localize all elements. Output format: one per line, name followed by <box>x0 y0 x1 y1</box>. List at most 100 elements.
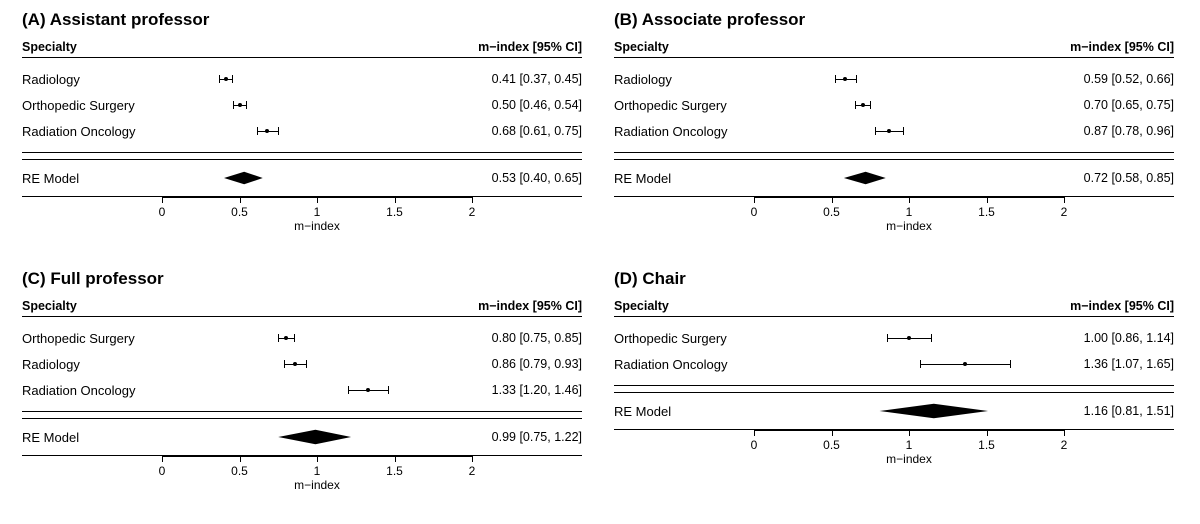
row-label: Orthopedic Surgery <box>22 331 162 346</box>
re-model-block: RE Model 0.99 [0.75, 1.22] <box>22 418 582 456</box>
row-value: 0.50 [0.46, 0.54] <box>472 98 582 112</box>
axis-tick-label: 2 <box>469 464 476 478</box>
panel-title: (A) Assistant professor <box>22 10 582 30</box>
row-label: Radiation Oncology <box>22 383 162 398</box>
forest-row: Radiation Oncology 1.36 [1.07, 1.65] <box>614 351 1174 377</box>
header-left: Specialty <box>614 40 669 54</box>
axis-tick-label: 2 <box>1061 438 1068 452</box>
row-label: Orthopedic Surgery <box>22 98 162 113</box>
row-label: Orthopedic Surgery <box>614 98 754 113</box>
forest-row: Orthopedic Surgery1.00 [0.86, 1.14] <box>614 325 1174 351</box>
re-label: RE Model <box>614 404 754 419</box>
row-label: Radiology <box>22 357 162 372</box>
re-label: RE Model <box>22 171 162 186</box>
header-right: m−index [95% CI] <box>1070 40 1174 54</box>
row-plot <box>754 66 1064 92</box>
row-value: 0.68 [0.61, 0.75] <box>472 124 582 138</box>
re-model-block: RE Model 1.16 [0.81, 1.51] <box>614 392 1174 430</box>
header-left: Specialty <box>22 299 77 313</box>
forest-row: Radiation Oncology0.68 [0.61, 0.75] <box>22 118 582 144</box>
row-plot <box>754 351 1064 377</box>
row-plot <box>162 118 472 144</box>
axis-title: m−index <box>294 478 340 492</box>
x-axis: 00.511.52m−index <box>614 430 1174 464</box>
axis-tick-label: 1 <box>314 464 321 478</box>
forest-row: Radiology0.41 [0.37, 0.45] <box>22 66 582 92</box>
re-plot <box>754 160 1064 196</box>
axis-tick-label: 2 <box>469 205 476 219</box>
forest-panel-A: (A) Assistant professor Specialtym−index … <box>8 6 600 265</box>
axis-tick-label: 0 <box>751 205 758 219</box>
forest-panel-C: (C) Full professorSpecialtym−index [95% … <box>8 265 600 524</box>
row-plot <box>754 92 1064 118</box>
axis-tick-label: 0 <box>159 205 166 219</box>
re-plot <box>162 160 472 196</box>
re-label: RE Model <box>22 430 162 445</box>
header-right: m−index [95% CI] <box>478 299 582 313</box>
re-diamond <box>278 430 351 444</box>
forest-row: Radiation Oncology1.33 [1.20, 1.46] <box>22 377 582 403</box>
panel-header: Specialty m−index [95% CI] <box>614 40 1174 58</box>
axis-tick-label: 0.5 <box>231 464 248 478</box>
forest-row: Radiology0.59 [0.52, 0.66] <box>614 66 1174 92</box>
x-axis: 00.511.52m−index <box>22 456 582 490</box>
row-plot <box>754 118 1064 144</box>
re-value: 1.16 [0.81, 1.51] <box>1064 404 1174 418</box>
re-model-row: RE Model 0.99 [0.75, 1.22] <box>22 419 582 455</box>
axis-tick-label: 1 <box>314 205 321 219</box>
re-diamond <box>880 404 989 418</box>
point-estimate <box>963 362 967 366</box>
axis-tick-label: 1.5 <box>978 438 995 452</box>
forest-row: Orthopedic Surgery0.80 [0.75, 0.85] <box>22 325 582 351</box>
row-plot <box>162 351 472 377</box>
x-axis: 00.511.52m−index <box>614 197 1174 231</box>
axis-title: m−index <box>886 219 932 233</box>
panel-title: (D) Chair <box>614 269 1174 289</box>
point-estimate <box>887 129 891 133</box>
axis-tick-label: 1.5 <box>978 205 995 219</box>
axis-title: m−index <box>294 219 340 233</box>
axis-tick-label: 1 <box>906 438 913 452</box>
axis-tick-label: 0.5 <box>823 205 840 219</box>
re-plot <box>754 393 1064 429</box>
panel-header: Specialty m−index [95% CI] <box>614 299 1174 317</box>
row-value: 1.36 [1.07, 1.65] <box>1064 357 1174 371</box>
row-value: 0.70 [0.65, 0.75] <box>1064 98 1174 112</box>
re-value: 0.99 [0.75, 1.22] <box>472 430 582 444</box>
forest-row: Radiation Oncology0.87 [0.78, 0.96] <box>614 118 1174 144</box>
axis-tick-label: 1.5 <box>386 464 403 478</box>
data-rows: Orthopedic Surgery1.00 [0.86, 1.14]Radia… <box>614 317 1174 386</box>
header-right: m−index [95% CI] <box>1070 299 1174 313</box>
row-value: 0.41 [0.37, 0.45] <box>472 72 582 86</box>
point-estimate <box>224 77 228 81</box>
point-estimate <box>366 388 370 392</box>
header-left: Specialty <box>614 299 669 313</box>
axis-tick-label: 0 <box>751 438 758 452</box>
row-plot <box>162 377 472 403</box>
point-estimate <box>293 362 297 366</box>
point-estimate <box>843 77 847 81</box>
row-value: 0.86 [0.79, 0.93] <box>472 357 582 371</box>
panel-header: Specialty m−index [95% CI] <box>22 299 582 317</box>
axis-tick-label: 1.5 <box>386 205 403 219</box>
panel-header: Specialtym−index [95% CI] <box>22 40 582 58</box>
re-diamond <box>844 172 886 185</box>
row-plot <box>162 325 472 351</box>
forest-panel-D: (D) Chair Specialty m−index [95% CI] Orthop… <box>600 265 1192 524</box>
row-label: Radiation Oncology <box>614 124 754 139</box>
forest-row: Orthopedic Surgery 0.70 [0.65, 0.75] <box>614 92 1174 118</box>
row-plot <box>162 66 472 92</box>
re-model-row: RE Model 0.53 [0.40, 0.65] <box>22 160 582 196</box>
row-value: 0.59 [0.52, 0.66] <box>1064 72 1174 86</box>
panel-title: (B) Associate professor <box>614 10 1174 30</box>
re-model-row: RE Model0.72 [0.58, 0.85] <box>614 160 1174 196</box>
axis-tick-label: 0.5 <box>231 205 248 219</box>
re-plot <box>162 419 472 455</box>
axis-title: m−index <box>886 452 932 466</box>
data-rows: Radiology0.59 [0.52, 0.66]Orthopedic Sur… <box>614 58 1174 153</box>
forest-panel-B: (B) Associate professor Specialty m−index … <box>600 6 1192 265</box>
row-label: Radiation Oncology <box>614 357 754 372</box>
row-value: 1.00 [0.86, 1.14] <box>1064 331 1174 345</box>
re-value: 0.72 [0.58, 0.85] <box>1064 171 1174 185</box>
re-value: 0.53 [0.40, 0.65] <box>472 171 582 185</box>
